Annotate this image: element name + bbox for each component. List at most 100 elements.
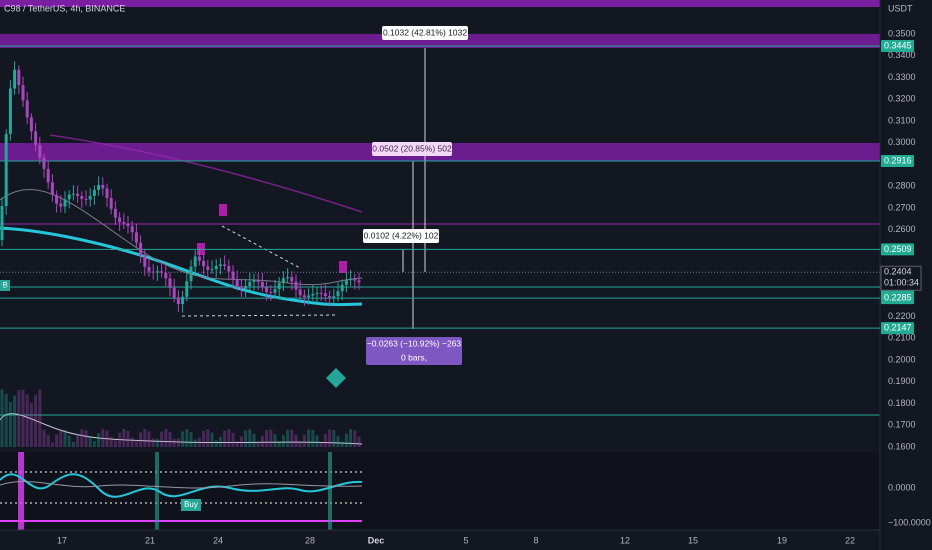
y-tick-label: 0.2700 — [888, 202, 916, 212]
trend-line — [181, 314, 339, 317]
candle-body — [147, 267, 151, 272]
volume-bar — [8, 402, 12, 447]
volume-bar — [59, 429, 63, 447]
volume-bar — [311, 429, 315, 447]
volume-bar — [181, 431, 185, 447]
volume-bar — [298, 442, 302, 447]
volume-bar — [265, 430, 269, 447]
volume-bar — [218, 437, 222, 447]
price-badge — [881, 292, 914, 305]
candle-body — [109, 197, 113, 209]
volume-bar — [353, 430, 357, 447]
candle-body — [349, 278, 353, 281]
candle-body — [269, 292, 273, 294]
candle-body — [172, 287, 176, 298]
volume-bar — [134, 439, 138, 447]
axis-unit: USDT — [888, 3, 913, 13]
price-badge — [881, 322, 914, 335]
measure-box — [363, 229, 439, 243]
candle-body — [277, 283, 281, 289]
volume-bar — [281, 435, 285, 447]
volume-bar — [13, 395, 17, 447]
measure-label: 0.0102 (4.22%) 102 — [364, 230, 439, 240]
candle-body — [8, 88, 12, 134]
volume-bar — [155, 439, 159, 447]
y-tick-label: 0.1700 — [888, 420, 916, 430]
candle-body — [25, 100, 29, 118]
measure-label: 0.0502 (20.85%) 502 — [372, 143, 452, 153]
candle-body — [42, 157, 46, 169]
y-tick-label: 0.2200 — [888, 311, 916, 321]
candle-body — [126, 223, 130, 227]
candle-body — [151, 271, 155, 273]
volume-bar — [97, 433, 101, 447]
candle-body — [155, 271, 159, 273]
volume-bar — [185, 429, 189, 447]
x-tick-label: 5 — [463, 535, 468, 545]
volume-bar — [319, 442, 323, 447]
volume-bar — [122, 429, 126, 447]
candle-body — [256, 279, 260, 283]
candle-body — [181, 296, 185, 305]
candle-body — [357, 280, 361, 283]
volume-bar — [143, 429, 147, 447]
volume-bar — [273, 434, 277, 447]
volume-bar — [4, 393, 8, 447]
volume-bar — [323, 434, 327, 447]
volume-bar — [76, 433, 80, 447]
candle-body — [290, 277, 294, 282]
candle-body — [29, 117, 33, 132]
moving-average — [49, 134, 363, 213]
candle-body — [88, 195, 92, 200]
volume-bar — [34, 394, 38, 447]
volume-bar — [340, 441, 344, 447]
y-tick-label: 0.1900 — [888, 376, 916, 386]
candle-body — [113, 208, 117, 218]
current-price-badge — [880, 265, 922, 291]
signal-bar — [18, 452, 24, 530]
volume-bar — [189, 432, 193, 447]
candle-body — [231, 271, 235, 280]
volume-bar — [164, 429, 168, 447]
volume-bar — [118, 432, 122, 447]
candle-body — [244, 285, 248, 289]
candle-body — [59, 203, 63, 207]
volume-bar — [0, 389, 4, 447]
candle-body — [332, 296, 336, 298]
y-tick-label: 0.2000 — [888, 354, 916, 364]
price-badge-label: 0.2509 — [884, 244, 912, 254]
candle-body — [168, 278, 172, 288]
y-tick-label: 0.0000 — [888, 482, 916, 492]
candle-body — [84, 198, 88, 200]
resistance-zone — [0, 34, 880, 48]
volume-bar — [38, 389, 42, 447]
volume-bar — [294, 434, 298, 447]
volume-bar — [197, 437, 201, 447]
countdown: 01:00:34 — [884, 278, 919, 288]
volume-bar — [302, 434, 306, 447]
volume-bar — [260, 435, 264, 447]
candle-body — [294, 281, 298, 290]
volume-bar — [29, 402, 33, 447]
x-tick-label: 15 — [688, 535, 698, 545]
candle-body — [118, 217, 122, 223]
candle-body — [97, 184, 101, 190]
candle-body — [34, 131, 38, 146]
candle-body — [17, 69, 21, 86]
candle-body — [80, 196, 84, 199]
measure-label: −0.0263 (−10.92%) −263 — [367, 338, 462, 348]
volume-bar — [63, 430, 67, 447]
volume-bar — [244, 430, 248, 447]
candle-body — [223, 264, 227, 266]
candle-body — [260, 282, 264, 288]
volume-bar — [67, 435, 71, 447]
candle-body — [302, 295, 306, 298]
candle-body — [311, 293, 315, 296]
y-tick-label: 0.2600 — [888, 224, 916, 234]
candle-body — [164, 272, 168, 279]
candle-body — [336, 291, 340, 297]
x-tick-label: 8 — [533, 535, 538, 545]
candle-body — [227, 265, 231, 272]
buy-marker — [181, 499, 201, 511]
